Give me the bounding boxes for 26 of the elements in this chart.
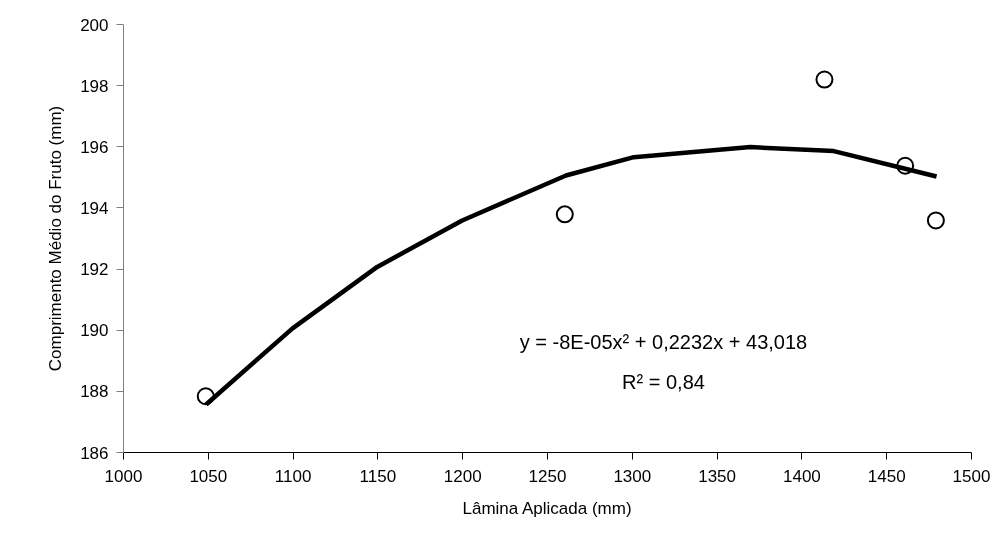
x-tick-label: 1350 — [698, 466, 737, 486]
point — [815, 70, 834, 89]
x-tick-label: 1400 — [782, 466, 821, 486]
y-tick-label: 188 — [80, 382, 109, 402]
y-tick-label: 196 — [80, 137, 109, 157]
x-tick-label: 1050 — [189, 466, 228, 486]
x-tick-label: 1250 — [528, 466, 567, 486]
y-axis-title: Comprimento Médio do Fruto (mm) — [46, 105, 66, 372]
y-tick-label: 192 — [80, 260, 109, 280]
y-tick-label: 194 — [80, 198, 109, 218]
x-tick-label: 1200 — [443, 466, 482, 486]
x-tick-label: 1150 — [359, 466, 397, 486]
y-tick-label: 198 — [80, 76, 109, 96]
y-tick-label: 200 — [80, 15, 109, 35]
x-tick-label: 1300 — [613, 466, 652, 486]
x-tick-label: 1000 — [104, 466, 143, 486]
point — [926, 211, 945, 230]
annotation: y = -8E-05x² + 0,2232x + 43,018 — [519, 330, 808, 353]
x-axis-title: Lâmina Aplicada (mm) — [462, 498, 632, 518]
annotation: R² = 0,84 — [622, 370, 705, 393]
point — [555, 205, 574, 224]
y-tick-label: 186 — [80, 443, 109, 463]
x-tick-label: 1450 — [867, 466, 906, 486]
x-tick-label: 1500 — [952, 466, 991, 486]
y-tick-label: 190 — [80, 321, 109, 341]
x-tick-label: 1100 — [274, 466, 312, 486]
